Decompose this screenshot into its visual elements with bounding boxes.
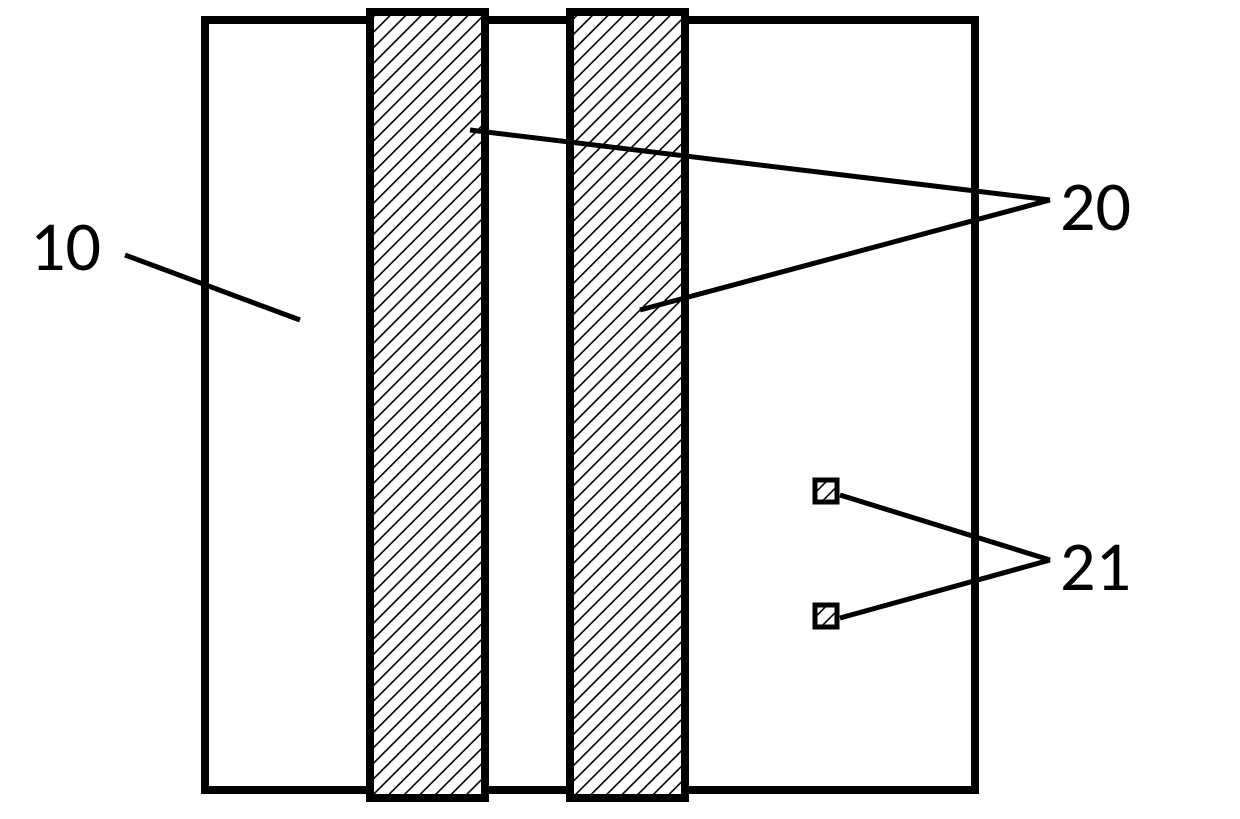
stripe-rect-1 bbox=[370, 12, 485, 798]
label-markers: 21 bbox=[1060, 523, 1131, 609]
label-stripes: 20 bbox=[1060, 163, 1131, 249]
label-body: 10 bbox=[30, 203, 101, 289]
stripe-rect-2 bbox=[570, 12, 685, 798]
marker-rect-2 bbox=[815, 605, 837, 627]
marker-rect-1 bbox=[815, 480, 837, 502]
diagram-svg: 10 20 21 bbox=[0, 0, 1240, 819]
